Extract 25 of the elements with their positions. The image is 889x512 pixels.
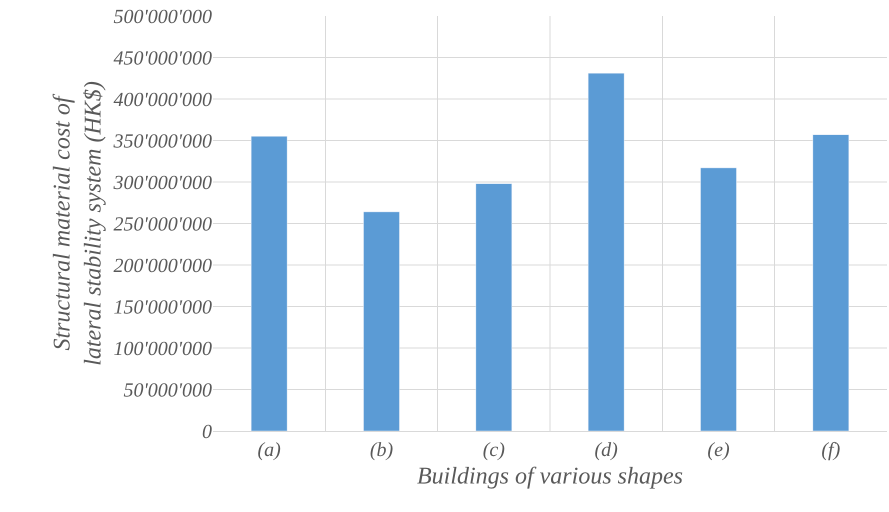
y-tick-label: 200'000'000 (113, 255, 212, 277)
bar (812, 134, 850, 431)
y-tick-label: 500'000'000 (113, 6, 212, 28)
y-tick-label: 350'000'000 (112, 130, 212, 152)
x-tick-label: (f) (821, 439, 841, 461)
x-tick-label: (e) (707, 439, 730, 461)
bar (250, 136, 288, 431)
x-tick-label: (a) (258, 439, 282, 461)
y-tick-label: 150'000'000 (113, 296, 212, 318)
y-tick-label: 50'000'000 (123, 380, 212, 402)
bar (476, 183, 512, 431)
bar (588, 73, 624, 431)
y-tick-label: 100'000'000 (113, 338, 212, 360)
bar (700, 168, 737, 431)
y-tick-label: 400'000'000 (113, 89, 212, 111)
bar (363, 212, 400, 431)
y-tick-label: 300'000'000 (112, 172, 212, 194)
x-tick-label: (c) (482, 439, 506, 461)
y-axis-title: Structural material cost of lateral stability system (HK$) (49, 81, 107, 366)
y-tick-label: 250'000'000 (113, 214, 212, 236)
x-axis-title: Buildings of various shapes (416, 463, 684, 490)
y-tick-label: 0 (202, 421, 212, 443)
x-tick-label: (b) (370, 439, 394, 461)
x-tick-label: (d) (594, 439, 618, 461)
y-tick-label: 450'000'000 (113, 48, 212, 70)
